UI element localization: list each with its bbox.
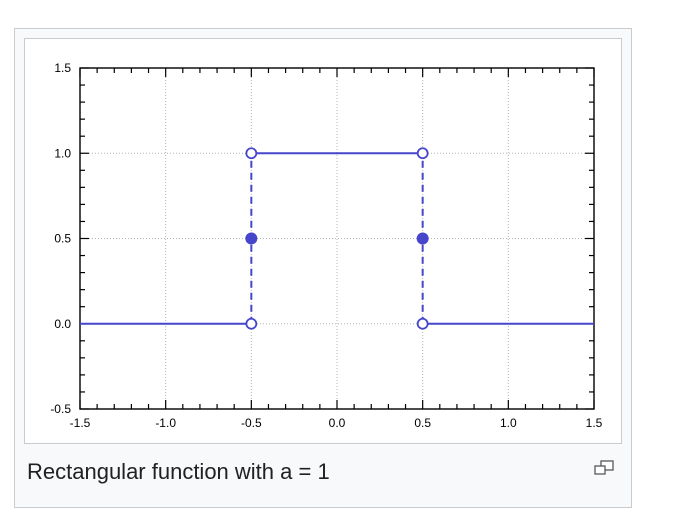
y-tick-label: -0.5 — [50, 402, 71, 416]
rect-function-chart: -1.5 -1.0 -0.5 0.0 0.5 1.0 1.5 -0.5 0.0 0.5 1.0 1.5 — [50, 61, 603, 430]
x-tick-label: 1.5 — [586, 416, 603, 430]
open-point — [416, 317, 429, 330]
x-tick-label: -0.5 — [241, 416, 262, 430]
filled-point — [245, 232, 258, 245]
y-tick-label: 1.0 — [54, 146, 71, 160]
x-tick-label: -1.0 — [155, 416, 176, 430]
figure-thumbnail: -1.5 -1.0 -0.5 0.0 0.5 1.0 1.5 -0.5 0.0 0.5 1.0 1.5… — [14, 28, 632, 508]
plot-frame — [79, 67, 595, 410]
x-tick-label: 1.0 — [500, 416, 517, 430]
y-tick-label: 0.5 — [54, 232, 71, 246]
x-tick-label: -1.5 — [70, 416, 91, 430]
open-point — [416, 147, 429, 160]
filled-point — [416, 232, 429, 245]
y-tick-label: 0.0 — [54, 317, 71, 331]
x-tick-label: 0.0 — [329, 416, 346, 430]
open-point — [245, 317, 258, 330]
open-point — [245, 147, 258, 160]
chart-image-frame[interactable]: -1.5 -1.0 -0.5 0.0 0.5 1.0 1.5 -0.5 0.0 0.5 1.0 1.5 — [24, 38, 622, 444]
magnify-clip-icon[interactable] — [593, 460, 615, 476]
x-tick-label: 0.5 — [414, 416, 431, 430]
figure-caption: Rectangular function with a = 1 — [27, 459, 330, 484]
y-tick-label: 1.5 — [54, 61, 71, 75]
